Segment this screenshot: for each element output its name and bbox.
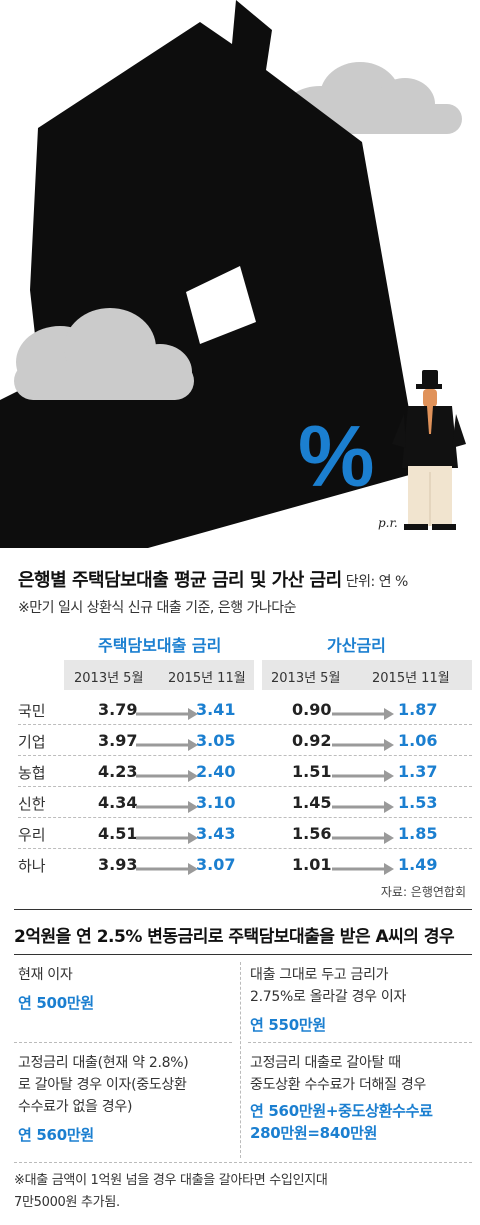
- case4-value-line2: 280만원=840만원: [250, 1124, 378, 1142]
- bank-name: 신한: [18, 795, 46, 813]
- percent-symbol: %: [298, 409, 374, 505]
- case2-label-line2: 2.75%로 올라갈 경우 이자: [250, 989, 407, 1005]
- loan-arrow-icon: [136, 798, 198, 813]
- loan-arrow-icon: [136, 705, 198, 720]
- spread-2013: 1.01: [292, 855, 332, 874]
- loan-header-bar: [64, 660, 254, 690]
- case3-value: 연 560만원: [18, 1126, 94, 1144]
- spread-2013: 1.56: [292, 824, 332, 843]
- loan-arrow-icon: [136, 736, 198, 751]
- row-separator: [18, 848, 472, 849]
- case4-label-line2: 중도상환 수수료가 더해질 경우: [250, 1077, 426, 1093]
- footnote: ※대출 금액이 1억원 넘을 경우 대출을 갈아타면 수입인지대 7만5000원…: [14, 1170, 328, 1214]
- col-header-loan-2015: 2015년 11월: [168, 671, 246, 686]
- spread-2015: 1.53: [398, 793, 438, 812]
- case3-label-line3: 수수료가 없을 경우): [18, 1099, 133, 1115]
- case-grid-divider-right: [248, 1042, 472, 1043]
- spread-2013: 0.90: [292, 700, 332, 719]
- table-title-text: 은행별 주택담보대출 평균 금리 및 가산 금리: [18, 570, 342, 591]
- spread-2013: 0.92: [292, 731, 332, 750]
- source-note: 자료: 은행연합회: [380, 885, 466, 899]
- spread-2013: 1.45: [292, 793, 332, 812]
- case3-label-line2: 로 갈아탈 경우 이자(중도상환: [18, 1077, 187, 1093]
- case-title: 2억원을 연 2.5% 변동금리로 주택담보대출을 받은 A씨의 경우: [14, 927, 455, 947]
- case2-label-line1: 대출 그대로 두고 금리가: [250, 967, 389, 983]
- loan-rate-2013: 3.79: [98, 700, 138, 719]
- spread-2015: 1.49: [398, 855, 438, 874]
- table-subtitle: ※만기 일시 상환식 신규 대출 기준, 은행 가나다순: [18, 600, 297, 616]
- spread-2015: 1.37: [398, 762, 438, 781]
- row-separator: [18, 724, 472, 725]
- footnote-line2: 7만5000원 추가됨.: [14, 1195, 120, 1210]
- row-separator: [18, 786, 472, 787]
- loan-rate-2013: 4.34: [98, 793, 138, 812]
- row-separator: [18, 755, 472, 756]
- loan-rate-2015: 3.05: [196, 731, 236, 750]
- loan-rate-2013: 4.23: [98, 762, 138, 781]
- spread-arrow-icon: [332, 798, 394, 813]
- case2-value: 연 550만원: [250, 1016, 326, 1034]
- loan-rate-2015: 3.10: [196, 793, 236, 812]
- case-grid-vertical-divider: [240, 962, 241, 1158]
- col-header-spread-2013: 2013년 5월: [271, 671, 341, 686]
- group-loan-rate-header: 주택담보대출 금리: [98, 636, 222, 655]
- spread-arrow-icon: [332, 736, 394, 751]
- footnote-line1: ※대출 금액이 1억원 넘을 경우 대출을 갈아타면 수입인지대: [14, 1173, 328, 1188]
- spread-arrow-icon: [332, 829, 394, 844]
- bank-name: 국민: [18, 702, 46, 720]
- bank-name: 기업: [18, 733, 46, 751]
- col-header-loan-2013: 2013년 5월: [74, 671, 144, 686]
- section-rule-bottom: [14, 954, 472, 955]
- bank-name: 농협: [18, 764, 46, 782]
- col-header-spread-2015: 2015년 11월: [372, 671, 450, 686]
- row-separator: [18, 817, 472, 818]
- spread-2013: 1.51: [292, 762, 332, 781]
- cloud-left: [14, 308, 194, 400]
- man-figure: [392, 370, 466, 530]
- loan-rate-2015: 3.43: [196, 824, 236, 843]
- spread-2015: 1.85: [398, 824, 438, 843]
- house-window: [186, 266, 256, 344]
- unit-label: 단위: 연 %: [345, 574, 409, 590]
- bank-name: 우리: [18, 826, 46, 844]
- case-grid-divider-left: [14, 1042, 232, 1043]
- case-grid-bottom-divider: [14, 1162, 472, 1163]
- spread-2015: 1.87: [398, 700, 438, 719]
- case1-label: 현재 이자: [18, 967, 73, 983]
- case1-value: 연 500만원: [18, 994, 94, 1012]
- artist-signature: p.r.: [378, 516, 398, 530]
- loan-rate-2013: 3.97: [98, 731, 138, 750]
- spread-2015: 1.06: [398, 731, 438, 750]
- loan-arrow-icon: [136, 767, 198, 782]
- spread-arrow-icon: [332, 767, 394, 782]
- spread-header-bar: [262, 660, 472, 690]
- bank-name: 하나: [18, 857, 46, 875]
- case4-value-line1: 연 560만원+중도상환수수료: [250, 1102, 433, 1120]
- loan-arrow-icon: [136, 829, 198, 844]
- loan-rate-2015: 3.07: [196, 855, 236, 874]
- loan-rate-2015: 3.41: [196, 700, 236, 719]
- case3-label-line1: 고정금리 대출(현재 약 2.8%): [18, 1055, 189, 1071]
- loan-arrow-icon: [136, 860, 198, 875]
- group-spread-header: 가산금리: [327, 636, 386, 655]
- loan-rate-2013: 3.93: [98, 855, 138, 874]
- case4-label-line1: 고정금리 대출로 갈아탈 때: [250, 1055, 401, 1071]
- loan-rate-2013: 4.51: [98, 824, 138, 843]
- table-title: 은행별 주택담보대출 평균 금리 및 가산 금리 단위: 연 %: [18, 566, 408, 592]
- house-illustration: %: [0, 0, 466, 548]
- section-rule-top: [14, 909, 472, 910]
- spread-arrow-icon: [332, 705, 394, 720]
- loan-rate-2015: 2.40: [196, 762, 236, 781]
- spread-arrow-icon: [332, 860, 394, 875]
- house-shape: [0, 0, 420, 548]
